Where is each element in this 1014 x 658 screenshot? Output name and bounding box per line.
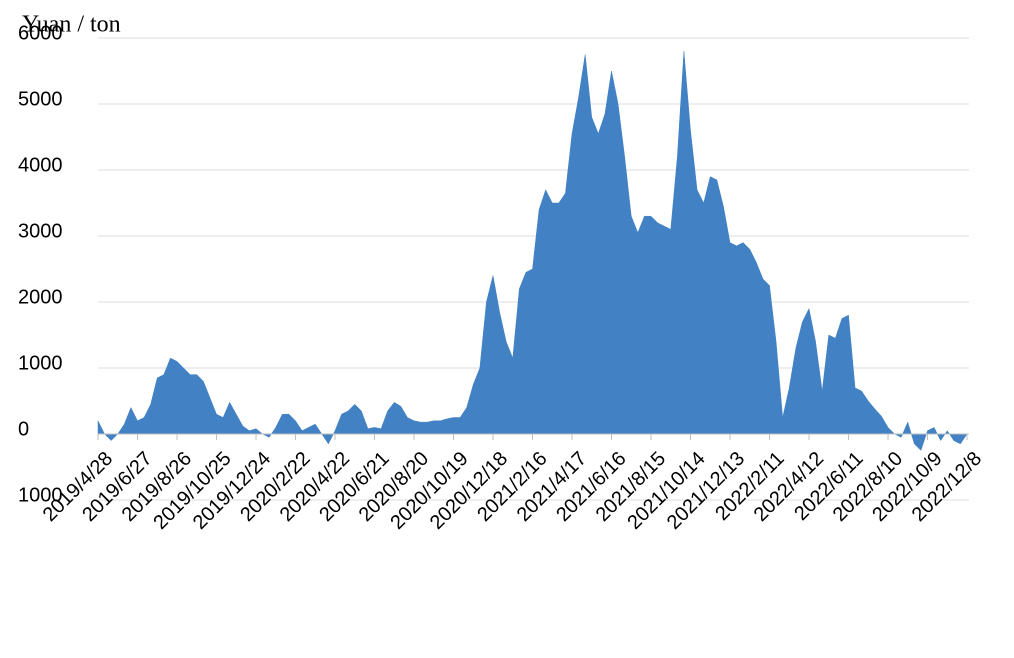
y-tick-label: 6000 <box>18 22 63 44</box>
y-tick-label: 1000 <box>18 352 63 374</box>
y-tick-label: 3000 <box>18 220 63 242</box>
area <box>97 51 968 451</box>
y-tick-label: 5000 <box>18 88 63 110</box>
y-axis-title: Yuan / ton <box>22 12 121 38</box>
y-tick-label: 2000 <box>18 286 63 308</box>
y-tick-label: 0 <box>18 418 29 440</box>
y-tick-label: 4000 <box>18 154 63 176</box>
y-tick-label: 1000 <box>18 484 63 506</box>
